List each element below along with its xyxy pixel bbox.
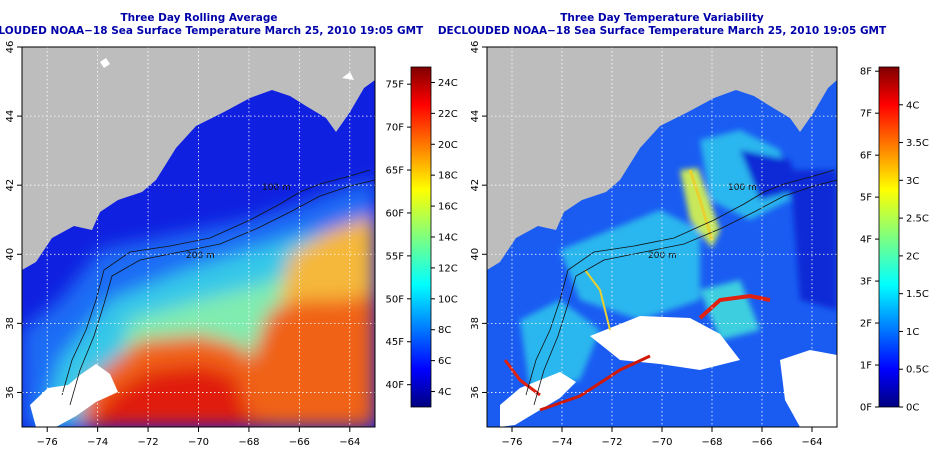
right-colorbar-fahrenheit-label: 4F <box>860 235 872 246</box>
right-x-tick-label: −76 <box>501 437 522 448</box>
left-y-tick-label: 46 <box>5 41 16 54</box>
left-y-tick-label: 36 <box>5 386 16 399</box>
left-colorbar-celsius-label: 14C <box>438 233 458 244</box>
left-isobath-100m <box>61 169 371 396</box>
right-colorbar-fahrenheit-label: 1F <box>860 361 872 372</box>
right-colorbar-ticks: 0C 0.5C 1C 1.5C 2C 2.5C 3C 3.5C 4C 0F 1F 2F 3F 4F 5F 6F… <box>860 67 929 414</box>
left-colorbar <box>410 66 432 408</box>
left-y-tick-label: 38 <box>5 317 16 330</box>
right-grid <box>487 47 837 427</box>
right-colorbar-fahrenheit-label: 8F <box>860 67 872 78</box>
right-x-tick-label: −72 <box>601 437 622 448</box>
right-colorbar-celsius-label: 2.5C <box>906 214 929 225</box>
right-y-tick-label: 40 <box>470 248 481 261</box>
right-y-axis: 36 38 40 42 44 46 <box>470 41 487 399</box>
right-cloud-mask-center <box>590 316 740 370</box>
right-front-2 <box>539 354 651 412</box>
left-colorbar-fahrenheit-label: 65F <box>386 166 405 177</box>
right-colorbar-celsius-label: 1.5C <box>906 289 929 300</box>
right-x-tick-label: −66 <box>751 437 772 448</box>
left-x-tick-label: −68 <box>238 437 259 448</box>
right-isobath-label-200m: 200 m <box>648 251 677 261</box>
left-x-axis: −76 −74 −72 −70 −68 −66 −64 <box>37 427 360 448</box>
right-colorbar-celsius-label: 3.5C <box>906 138 929 149</box>
right-x-tick-label: −68 <box>701 437 722 448</box>
left-chart-subtitle: DECLOUDED NOAA−18 Sea Surface Temperatur… <box>0 25 424 37</box>
right-x-tick-label: −70 <box>651 437 672 448</box>
left-colorbar-fahrenheit-label: 55F <box>386 251 405 262</box>
right-front-4 <box>688 169 714 241</box>
left-colorbar-celsius-label: 6C <box>438 356 451 367</box>
left-colorbar-celsius-label: 10C <box>438 294 458 305</box>
right-colorbar-fahrenheit-label: 6F <box>860 151 872 162</box>
right-x-axis: −76 −74 −72 −70 −68 −66 −64 <box>501 427 823 448</box>
left-colorbar-fahrenheit-label: 75F <box>386 80 405 91</box>
left-y-tick-label: 40 <box>5 248 16 261</box>
left-x-tick-label: −64 <box>339 437 360 448</box>
left-x-tick-label: −66 <box>289 437 310 448</box>
right-cloud-mask-southeast <box>780 350 837 427</box>
right-panel: Three Day Temperature Variability DECLOU… <box>438 12 929 448</box>
right-colorbar-celsius-label: 0.5C <box>906 365 929 376</box>
left-colorbar-fahrenheit-label: 40F <box>386 380 405 391</box>
right-isobath-100m <box>525 169 835 396</box>
right-y-tick-label: 46 <box>470 41 481 54</box>
right-front-3 <box>503 359 541 397</box>
right-chart-title: Three Day Temperature Variability <box>560 12 764 24</box>
right-y-tick-label: 38 <box>470 317 481 330</box>
left-chart-title: Three Day Rolling Average <box>120 12 277 24</box>
left-x-tick-label: −76 <box>37 437 58 448</box>
right-colorbar-celsius-label: 4C <box>906 100 919 111</box>
left-colorbar-celsius-label: 8C <box>438 325 451 336</box>
right-colorbar-celsius-label: 2C <box>906 251 919 262</box>
left-x-tick-label: −74 <box>87 437 108 448</box>
left-y-tick-label: 44 <box>5 110 16 123</box>
left-colorbar-celsius-label: 4C <box>438 387 451 398</box>
left-colorbar-celsius-label: 24C <box>438 78 458 89</box>
right-y-tick-label: 36 <box>470 386 481 399</box>
left-isobath-label-100m: 100 m <box>262 183 291 193</box>
right-colorbar-celsius-label: 0C <box>906 403 919 414</box>
left-colorbar-fahrenheit-label: 45F <box>386 337 405 348</box>
right-chart-subtitle: DECLOUDED NOAA−18 Sea Surface Temperatur… <box>438 25 887 37</box>
left-colorbar-celsius-label: 18C <box>438 171 458 182</box>
right-map: 100 m 200 m <box>487 47 837 427</box>
right-x-tick-label: −74 <box>551 437 572 448</box>
left-panel: Three Day Rolling Average DECLOUDED NOAA… <box>0 12 458 448</box>
left-map: 100 m 200 m <box>22 47 375 427</box>
left-x-tick-label: −70 <box>188 437 209 448</box>
right-front-5 <box>584 269 611 331</box>
left-colorbar-celsius-label: 22C <box>438 109 458 120</box>
left-isobath-label-200m: 200 m <box>186 251 215 261</box>
left-x-tick-label: −72 <box>138 437 159 448</box>
left-colorbar-fahrenheit-label: 60F <box>386 208 405 219</box>
right-cloud-mask-coast <box>500 372 576 427</box>
right-isobath-200m <box>533 179 837 406</box>
left-isobath-200m <box>69 179 375 406</box>
right-x-tick-label: −64 <box>801 437 822 448</box>
right-front-1 <box>698 293 771 320</box>
left-cloud-mask <box>30 364 118 427</box>
right-colorbar-celsius-label: 1C <box>906 327 919 338</box>
left-colorbar-celsius-label: 16C <box>438 202 458 213</box>
right-isobath-label-100m: 100 m <box>728 183 757 193</box>
left-y-tick-label: 42 <box>5 179 16 192</box>
left-grid <box>22 47 375 427</box>
right-colorbar-celsius-label: 3C <box>906 176 919 187</box>
right-colorbar-fahrenheit-label: 2F <box>860 319 872 330</box>
right-y-tick-label: 44 <box>470 110 481 123</box>
left-colorbar-celsius-label: 12C <box>438 263 458 274</box>
right-colorbar-fahrenheit-label: 0F <box>860 403 872 414</box>
left-colorbar-fahrenheit-label: 70F <box>386 123 405 134</box>
right-colorbar-fahrenheit-label: 3F <box>860 277 872 288</box>
left-y-axis: 36 38 40 42 44 46 <box>5 41 22 399</box>
left-colorbar-celsius-label: 20C <box>438 140 458 151</box>
right-colorbar <box>878 66 900 408</box>
left-colorbar-fahrenheit-label: 50F <box>386 294 405 305</box>
right-colorbar-fahrenheit-label: 7F <box>860 109 872 120</box>
left-colorbar-ticks: 4C 6C 8C 10C 12C 14C 16C 18C 20C 22C 24C 40F 45F 50F 5… <box>386 78 458 398</box>
right-y-tick-label: 42 <box>470 179 481 192</box>
right-colorbar-fahrenheit-label: 5F <box>860 193 872 204</box>
